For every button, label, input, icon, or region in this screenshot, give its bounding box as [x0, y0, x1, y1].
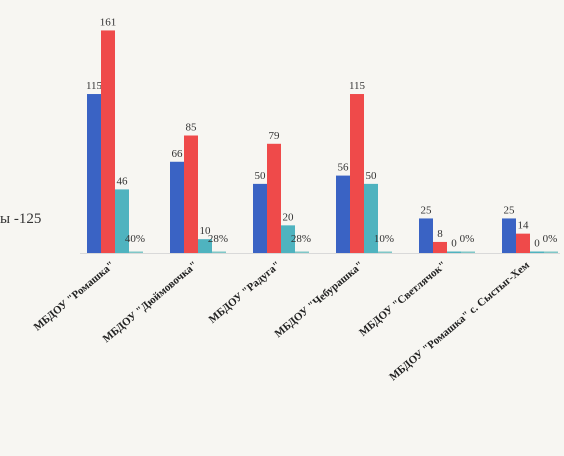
bar-series1-cat4	[336, 175, 350, 253]
data-label-series2-cat4: 115	[349, 80, 366, 92]
bar-series2-cat1	[101, 30, 115, 253]
bar-series4-cat2	[212, 251, 226, 253]
bar-series2-cat2	[184, 135, 198, 253]
bar-series4-cat6	[544, 251, 558, 253]
bar-series2-cat3	[267, 143, 281, 253]
bar-series3-cat5	[447, 251, 461, 253]
percent-label-cat1: 40%	[125, 233, 145, 245]
data-label-series3-cat2: 10	[200, 225, 212, 237]
bar-series1-cat2	[170, 161, 184, 253]
x-tick-label-cat3: МБДОУ "Радуга"	[207, 259, 283, 326]
data-label-series3-cat4: 50	[366, 170, 378, 182]
data-label-series2-cat3: 79	[269, 130, 281, 142]
bar-series1-cat1	[87, 94, 101, 253]
data-label-series3-cat3: 20	[283, 211, 295, 223]
data-label-series1-cat5: 25	[421, 204, 433, 216]
bar-series3-cat2	[198, 239, 212, 253]
bar-series1-cat3	[253, 183, 267, 253]
data-label-series1-cat2: 66	[172, 148, 184, 160]
data-label-series2-cat2: 85	[186, 122, 198, 134]
data-label-series1-cat1: 115	[86, 80, 103, 92]
bar-series4-cat5	[461, 251, 475, 253]
percent-label-cat4: 10%	[374, 233, 394, 245]
data-label-series1-cat4: 56	[338, 162, 350, 174]
bar-series3-cat6	[530, 251, 544, 253]
data-label-series2-cat6: 14	[518, 220, 530, 232]
side-text: ы -125	[0, 211, 42, 227]
bar-series1-cat5	[419, 218, 433, 253]
data-label-series3-cat1: 46	[117, 175, 129, 187]
bar-series2-cat5	[433, 241, 447, 253]
bar-series2-cat6	[516, 233, 530, 253]
data-label-series3-cat6: 0	[534, 238, 540, 250]
x-tick-label-cat5: МБДОУ "Светлячок"	[357, 259, 449, 339]
percent-label-cat2: 28%	[208, 233, 228, 245]
percent-label-cat5: 0%	[460, 233, 475, 245]
bar-series4-cat1	[129, 251, 143, 253]
bar-series2-cat4	[350, 94, 364, 253]
x-tick-label-cat2: МБДОУ "Дюймовочка"	[101, 259, 200, 345]
x-tick-label-cat6: МБДОУ "Ромашка" с. Сыстыг-Хем	[387, 259, 532, 384]
percent-label-cat6: 0%	[543, 233, 558, 245]
x-tick-label-cat1: МБДОУ "Ромашка"	[32, 259, 117, 333]
data-label-series1-cat3: 50	[255, 170, 267, 182]
bar-series1-cat6	[502, 218, 516, 253]
data-label-series1-cat6: 25	[504, 204, 516, 216]
data-label-series2-cat1: 161	[100, 16, 117, 28]
bar-series3-cat4	[364, 183, 378, 253]
x-tick-label-cat4: МБДОУ "Чебурашка"	[273, 259, 366, 340]
percent-label-cat3: 28%	[291, 233, 311, 245]
bar-series3-cat1	[115, 189, 129, 253]
bar-series4-cat4	[378, 251, 392, 253]
data-label-series3-cat5: 0	[451, 238, 457, 250]
bar-series3-cat3	[281, 225, 295, 253]
bar-series4-cat3	[295, 251, 309, 253]
data-label-series2-cat5: 8	[437, 228, 443, 240]
